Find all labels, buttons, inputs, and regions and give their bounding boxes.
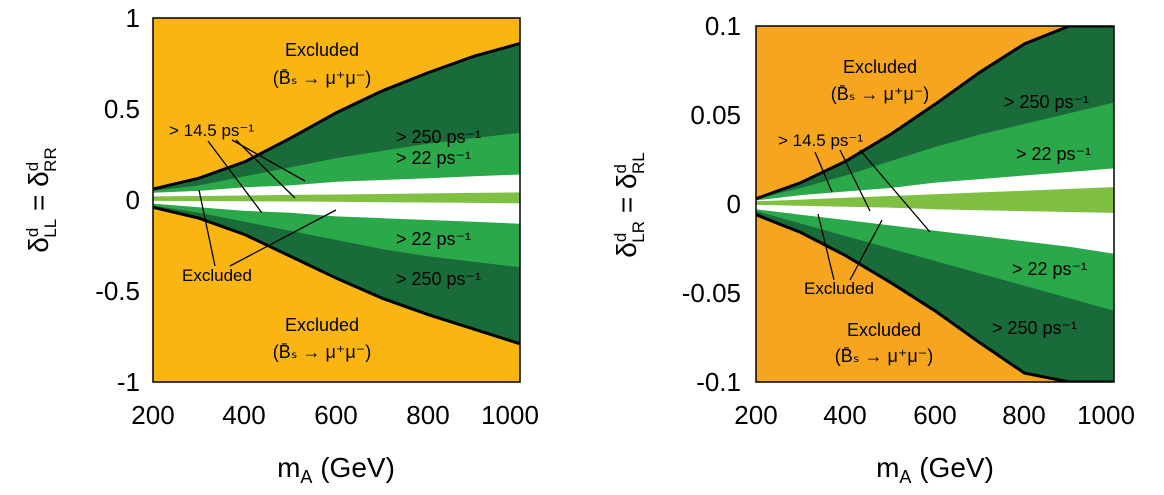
arrow-excl-a [198, 189, 216, 267]
excluded-label-bottom: Excluded [847, 320, 921, 340]
annotation-arrows [814, 149, 931, 281]
x-tick-label: 1000 [1077, 400, 1135, 430]
x-tick-label: 400 [222, 400, 265, 430]
excluded-boundary-lower [756, 213, 1114, 382]
x-tick-label: 200 [734, 400, 777, 430]
panel-left: 1 0.5 0 -0.5 -1 200 400 600 800 1000 mA … [23, 3, 539, 487]
excluded-label-bottom: Excluded [285, 315, 359, 335]
arrow-145-c [207, 140, 263, 214]
excluded-boundary-lower [153, 205, 520, 346]
dm-145-label: > 14.5 ps⁻¹ [778, 131, 863, 150]
x-axis-label: mA (GeV) [876, 452, 994, 487]
y-tick-label: 0 [727, 189, 741, 219]
dm-145-band [756, 187, 1114, 213]
arrow-145-c [859, 149, 931, 233]
y-ticks: 0.1 0.05 0 -0.05 -0.1 [682, 11, 741, 397]
y-tick-label: 0.5 [104, 94, 140, 124]
x-tick-label: 600 [913, 400, 956, 430]
dm-145-band [153, 192, 520, 204]
plot-frame [152, 17, 521, 383]
x-ticks: 200 400 600 800 1000 [734, 400, 1135, 430]
arrow-145-a [814, 151, 833, 193]
x-ticks: 200 400 600 800 1000 [131, 400, 539, 430]
x-tick-label: 600 [314, 400, 357, 430]
decay-label-bottom: (B̄ₛ → μ⁺μ⁻) [273, 342, 371, 362]
y-axis-label: δdLR = δdRL [611, 152, 648, 258]
dm-22-label-lower: > 22 ps⁻¹ [396, 229, 471, 249]
panel-right: 0.1 0.05 0 -0.05 -0.1 200 400 600 800 10… [611, 11, 1135, 487]
arrow-excl-b [229, 209, 337, 267]
dm-250-label-upper: > 250 ps⁻¹ [396, 127, 481, 147]
arrow-145-a [231, 139, 306, 182]
decay-label-bottom: (B̄ₛ → μ⁺μ⁻) [835, 346, 933, 366]
excluded-label-mid: Excluded [804, 279, 874, 298]
dm-250-label-lower: > 250 ps⁻¹ [992, 318, 1077, 338]
dm-250-label-upper: > 250 ps⁻¹ [1004, 92, 1089, 112]
arrow-145-b [839, 149, 871, 212]
excluded-label-mid: Excluded [182, 266, 252, 285]
decay-label-top: (B̄ₛ → μ⁺μ⁻) [273, 68, 371, 88]
excluded-label-top: Excluded [843, 57, 917, 77]
decay-label-top: (B̄ₛ → μ⁺μ⁻) [831, 84, 929, 104]
dm-145-label: > 14.5 ps⁻¹ [169, 121, 254, 140]
dm-250-label-lower: > 250 ps⁻¹ [396, 269, 481, 289]
x-tick-label: 200 [131, 400, 174, 430]
annotation-arrows [198, 139, 337, 267]
y-tick-label: -1 [117, 367, 140, 397]
dm-22-label-upper: > 22 ps⁻¹ [396, 148, 471, 168]
excluded-label-top: Excluded [285, 40, 359, 60]
y-ticks: 1 0.5 0 -0.5 -1 [95, 3, 140, 397]
excluded-boundary-upper [153, 42, 520, 191]
arrow-145-b [235, 139, 296, 199]
dm-22-label-upper: > 22 ps⁻¹ [1016, 144, 1091, 164]
x-tick-label: 800 [1002, 400, 1045, 430]
y-tick-label: -0.05 [682, 278, 741, 308]
x-axis-label: mA (GeV) [277, 452, 395, 487]
y-tick-label: -0.5 [95, 276, 140, 306]
y-tick-label: 1 [126, 3, 140, 33]
y-tick-label: 0.05 [690, 100, 741, 130]
y-axis-label: δdLL = δdRR [23, 147, 60, 253]
annotations: Excluded (B̄ₛ → μ⁺μ⁻) > 250 ps⁻¹ > 22 ps… [778, 57, 1091, 366]
annotations: Excluded (B̄ₛ → μ⁺μ⁻) > 250 ps⁻¹ > 22 ps… [169, 40, 481, 362]
allowed-region [756, 168, 1114, 254]
plot-frame [755, 25, 1115, 383]
arrow-excl-b [849, 219, 883, 281]
y-tick-label: 0.1 [705, 11, 741, 41]
arrow-excl-a [817, 213, 835, 281]
x-tick-label: 400 [823, 400, 866, 430]
y-tick-label: -0.1 [696, 367, 741, 397]
y-tick-label: 0 [126, 185, 140, 215]
excluded-boundary-upper [756, 26, 1114, 201]
x-tick-label: 1000 [481, 400, 539, 430]
dm-22-label-lower: > 22 ps⁻¹ [1012, 259, 1087, 279]
x-tick-label: 800 [406, 400, 449, 430]
